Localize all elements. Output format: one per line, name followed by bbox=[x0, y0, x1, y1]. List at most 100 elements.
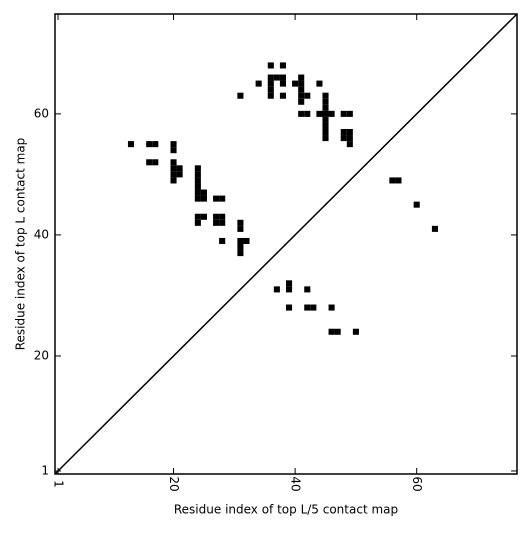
contact-cell bbox=[413, 201, 420, 208]
contact-cell bbox=[194, 165, 201, 172]
contact-cell bbox=[340, 129, 347, 136]
contact-cell bbox=[346, 135, 353, 142]
contact-cell bbox=[237, 250, 244, 257]
contact-cell bbox=[200, 195, 207, 202]
contact-cell bbox=[322, 104, 329, 111]
contact-cell bbox=[219, 219, 226, 226]
y-axis-label: Residue index of top L contact map bbox=[14, 138, 28, 351]
contact-cell bbox=[152, 159, 159, 166]
contact-cell bbox=[170, 147, 177, 154]
contact-cell bbox=[279, 62, 286, 69]
contact-cell bbox=[194, 195, 201, 202]
contact-cell bbox=[267, 62, 274, 69]
contact-cell bbox=[304, 110, 311, 117]
contact-cell bbox=[194, 171, 201, 178]
contact-cell bbox=[304, 304, 311, 311]
x-tick-label: 60 bbox=[410, 476, 424, 491]
contact-cell bbox=[316, 110, 323, 117]
contact-cell bbox=[237, 237, 244, 244]
contact-cell bbox=[340, 110, 347, 117]
y-tick-label: 20 bbox=[34, 348, 49, 362]
contact-cell bbox=[219, 213, 226, 220]
contact-cell bbox=[298, 86, 305, 93]
contact-cell bbox=[213, 219, 220, 226]
x-tick-label: 40 bbox=[289, 476, 303, 491]
contact-cell bbox=[237, 92, 244, 99]
x-axis-label: Residue index of top L/5 contact map bbox=[174, 503, 398, 517]
contact-cell bbox=[431, 225, 438, 232]
contact-cell bbox=[219, 195, 226, 202]
diagonal-line bbox=[54, 13, 518, 475]
contact-cell bbox=[243, 237, 250, 244]
contact-cell bbox=[346, 141, 353, 148]
contact-cell bbox=[152, 141, 159, 148]
contact-cell bbox=[267, 80, 274, 87]
contact-cell bbox=[346, 110, 353, 117]
contact-cell bbox=[255, 80, 262, 87]
y-tick-label: 60 bbox=[34, 106, 49, 120]
contact-cell bbox=[213, 213, 220, 220]
contact-cell bbox=[237, 244, 244, 251]
contact-cell bbox=[322, 92, 329, 99]
contact-cell bbox=[237, 225, 244, 232]
y-tick-label: 40 bbox=[34, 227, 49, 241]
contact-cell bbox=[170, 165, 177, 172]
contact-cell bbox=[279, 92, 286, 99]
contact-cell bbox=[170, 171, 177, 178]
contact-cell bbox=[322, 122, 329, 129]
contact-cell bbox=[352, 328, 359, 335]
contact-cell bbox=[127, 141, 135, 148]
contact-cell bbox=[334, 328, 341, 335]
contact-cell bbox=[292, 80, 299, 87]
contact-cell bbox=[322, 135, 329, 142]
contact-cell bbox=[298, 98, 305, 105]
contact-cell bbox=[176, 171, 183, 178]
contact-cell bbox=[176, 165, 183, 172]
contact-cell bbox=[322, 116, 329, 123]
contact-cell bbox=[267, 92, 274, 99]
contact-cell bbox=[194, 219, 201, 226]
contact-cell bbox=[298, 80, 305, 87]
contact-cell bbox=[298, 110, 305, 117]
contact-cell bbox=[279, 80, 286, 87]
contact-cell bbox=[170, 159, 177, 166]
contact-cell bbox=[267, 86, 274, 93]
contact-cell bbox=[298, 92, 305, 99]
contact-cell bbox=[279, 74, 286, 81]
contact-cell bbox=[237, 219, 244, 226]
x-tick-label: 1 bbox=[52, 480, 66, 488]
contact-cell bbox=[267, 74, 274, 81]
contact-cell bbox=[310, 304, 317, 311]
contact-cell bbox=[194, 183, 201, 190]
contact-cell bbox=[328, 328, 335, 335]
contact-cell bbox=[286, 304, 293, 311]
contact-cell bbox=[328, 110, 335, 117]
contact-cell bbox=[213, 195, 220, 202]
contact-cell bbox=[322, 129, 329, 136]
contact-cell bbox=[286, 280, 293, 287]
contact-cell bbox=[194, 213, 201, 220]
contact-cell bbox=[146, 159, 153, 166]
contact-cell bbox=[316, 80, 323, 87]
contact-cell bbox=[298, 74, 305, 81]
y-tick-label: 1 bbox=[41, 463, 49, 477]
contact-cell bbox=[146, 141, 153, 148]
contact-cell bbox=[219, 237, 226, 244]
contact-cell bbox=[200, 213, 207, 220]
contact-cell bbox=[328, 304, 335, 311]
contact-cell bbox=[170, 141, 177, 148]
contact-cell bbox=[304, 92, 311, 99]
contact-cell bbox=[194, 177, 201, 184]
contact-cell bbox=[346, 129, 353, 136]
contact-cell bbox=[273, 286, 280, 293]
contact-cell bbox=[322, 110, 329, 117]
plot-frame bbox=[54, 13, 518, 475]
contact-cell bbox=[395, 177, 402, 184]
contact-cell bbox=[273, 74, 280, 81]
contact-cell bbox=[200, 189, 207, 196]
contact-cell bbox=[170, 177, 177, 184]
x-tick-label: 20 bbox=[167, 476, 181, 491]
contact-cell bbox=[304, 286, 311, 293]
